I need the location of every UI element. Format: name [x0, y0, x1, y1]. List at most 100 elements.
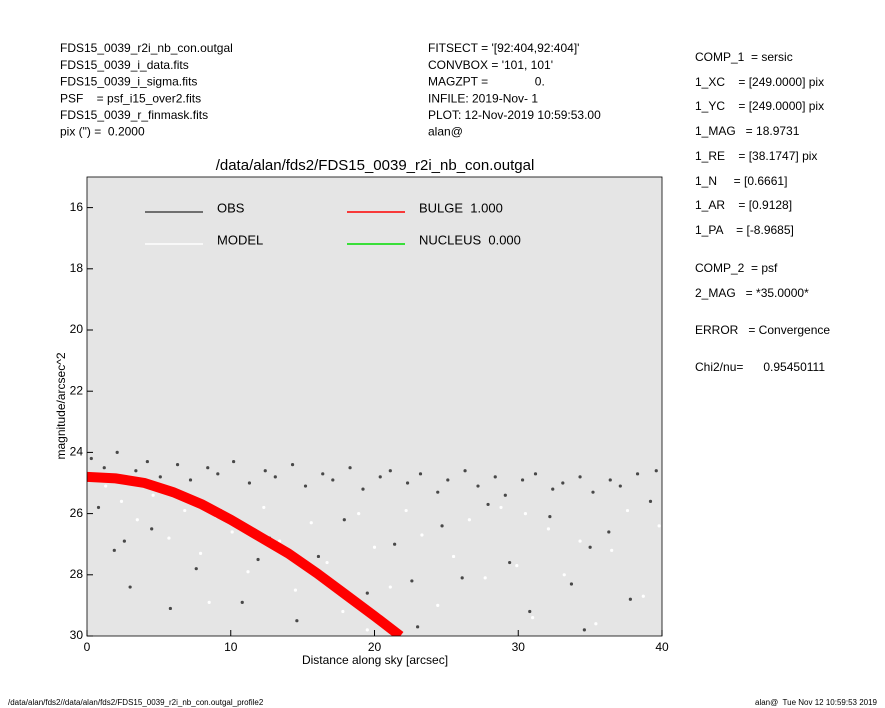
data-point [365, 591, 369, 595]
legend-label: BULGE 1.000 [419, 200, 503, 215]
data-point [451, 554, 456, 559]
data-point [569, 582, 574, 586]
header-right-line: ERROR = Convergence [695, 323, 830, 337]
data-point [546, 527, 551, 531]
data-point [503, 493, 507, 497]
header-right-line: 1_RE = [38.1747] pix [695, 149, 817, 163]
model-curve [87, 471, 404, 636]
data-point [102, 466, 106, 470]
header-left-line: FDS15_0039_i_data.fits [60, 58, 189, 72]
header-center-line: CONVBOX = '101, 101' [428, 58, 553, 72]
data-point [151, 493, 155, 497]
data-point [388, 585, 392, 589]
data-point [578, 475, 582, 479]
data-point [440, 524, 444, 528]
header-right-line: 1_PA = [-8.9685] [695, 223, 794, 237]
data-point [135, 518, 139, 522]
data-point [493, 475, 497, 479]
data-point [405, 481, 410, 485]
data-point [607, 530, 611, 534]
data-point [588, 545, 592, 549]
header-right-line: COMP_2 = psf [695, 261, 778, 275]
data-point [531, 616, 535, 620]
data-point [89, 456, 93, 461]
data-point [122, 539, 126, 543]
data-point [158, 475, 162, 479]
data-point [483, 576, 487, 580]
data-point [194, 567, 198, 571]
data-point [321, 472, 325, 476]
data-point [436, 490, 440, 494]
data-point [378, 475, 382, 479]
legend-label: NUCLEUS 0.000 [419, 232, 521, 247]
data-point [273, 475, 277, 479]
data-point [591, 490, 595, 494]
data-point [198, 551, 203, 555]
chart-title: /data/alan/fds2/FDS15_0039_r2i_nb_con.ou… [216, 157, 535, 174]
data-point [331, 478, 335, 482]
data-point [499, 505, 503, 510]
data-point [150, 527, 154, 531]
data-point [446, 478, 450, 482]
y-tick-label: 22 [70, 383, 84, 397]
data-point [316, 554, 321, 559]
data-point [278, 539, 282, 543]
legend-label: MODEL [217, 232, 263, 247]
header-left-line: FDS15_0039_r_finmask.fits [60, 108, 208, 122]
data-point [325, 560, 329, 565]
header-right-line: 1_YC = [249.0000] pix [695, 99, 824, 113]
data-point [246, 570, 250, 574]
header-left-line: FDS15_0039_r2i_nb_con.outgal [60, 41, 233, 55]
data-point [533, 472, 538, 476]
data-point [523, 511, 528, 516]
header-left-line: PSF = psf_i15_over2.fits [60, 91, 201, 105]
data-point [528, 609, 532, 614]
data-point [628, 597, 632, 601]
data-point [293, 588, 298, 592]
data-point [290, 463, 295, 467]
data-point [230, 530, 234, 534]
data-point [145, 459, 149, 464]
data-point [608, 478, 612, 482]
data-point [240, 600, 244, 604]
legend-label: OBS [217, 200, 245, 215]
data-point [303, 484, 308, 488]
plot-frame [86, 176, 663, 637]
data-point [134, 469, 138, 473]
data-point [365, 628, 369, 632]
data-point [561, 481, 565, 485]
data-point [112, 548, 116, 552]
data-point [393, 542, 397, 546]
data-point [520, 478, 525, 482]
data-point [115, 450, 119, 454]
y-tick-label: 20 [70, 322, 84, 336]
data-point [654, 469, 658, 473]
data-point [341, 609, 345, 614]
data-point [508, 560, 512, 565]
data-point [486, 502, 490, 507]
data-point [216, 472, 220, 476]
x-tick-label: 0 [84, 640, 91, 654]
plot-clip [87, 450, 661, 636]
header-right-line: COMP_1 = sersic [695, 50, 793, 64]
data-point [463, 469, 467, 473]
header-right-line: 2_MAG = *35.0000* [695, 286, 809, 300]
footer-stamp: alan@ Tue Nov 12 10:59:53 2019 [755, 698, 878, 707]
data-point [295, 619, 299, 623]
data-point [641, 594, 645, 598]
header-center-line: FITSECT = '[92:404,92:404]' [428, 41, 579, 55]
data-point [548, 515, 552, 519]
data-point [436, 603, 440, 608]
y-tick-label: 28 [70, 567, 84, 581]
header-center-line: PLOT: 12-Nov-2019 10:59:53.00 [428, 108, 601, 122]
data-point [648, 499, 653, 503]
x-tick-label: 40 [655, 640, 669, 654]
footer-path: /data/alan/fds2//data/alan/fds2/FDS15_00… [8, 698, 264, 707]
x-tick-label: 30 [512, 640, 526, 654]
data-point [247, 481, 252, 485]
data-point [582, 628, 586, 632]
y-tick-label: 24 [70, 445, 84, 459]
data-point [232, 459, 236, 464]
data-point [578, 539, 582, 543]
data-point [183, 508, 187, 513]
